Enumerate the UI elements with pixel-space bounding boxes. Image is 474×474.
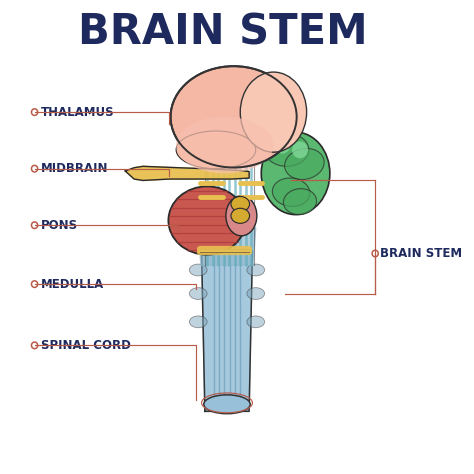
Ellipse shape bbox=[247, 316, 264, 328]
Ellipse shape bbox=[168, 186, 246, 255]
Text: SPINAL CORD: SPINAL CORD bbox=[41, 339, 131, 352]
Ellipse shape bbox=[231, 197, 249, 211]
Text: MIDBRAIN: MIDBRAIN bbox=[41, 162, 109, 175]
Ellipse shape bbox=[190, 288, 207, 300]
Polygon shape bbox=[125, 166, 249, 181]
Text: THALAMUS: THALAMUS bbox=[41, 106, 115, 118]
Ellipse shape bbox=[204, 395, 250, 414]
Ellipse shape bbox=[171, 66, 297, 167]
Ellipse shape bbox=[231, 208, 249, 223]
Ellipse shape bbox=[176, 117, 273, 173]
Circle shape bbox=[274, 137, 290, 154]
Ellipse shape bbox=[190, 316, 207, 328]
Ellipse shape bbox=[261, 132, 330, 215]
Ellipse shape bbox=[273, 178, 310, 206]
Ellipse shape bbox=[247, 288, 264, 300]
Ellipse shape bbox=[247, 264, 264, 276]
Text: MEDULLA: MEDULLA bbox=[41, 278, 104, 291]
Ellipse shape bbox=[283, 189, 317, 215]
Ellipse shape bbox=[176, 131, 256, 169]
Polygon shape bbox=[201, 251, 253, 411]
Ellipse shape bbox=[190, 264, 207, 276]
Text: BRAIN STEM: BRAIN STEM bbox=[380, 247, 462, 260]
Circle shape bbox=[292, 141, 308, 158]
Ellipse shape bbox=[226, 196, 257, 236]
Ellipse shape bbox=[264, 133, 309, 166]
Ellipse shape bbox=[240, 72, 307, 152]
Text: BRAIN STEM: BRAIN STEM bbox=[78, 11, 367, 53]
Text: PONS: PONS bbox=[41, 219, 78, 232]
Polygon shape bbox=[203, 133, 256, 155]
Ellipse shape bbox=[285, 148, 324, 180]
Polygon shape bbox=[198, 228, 256, 265]
